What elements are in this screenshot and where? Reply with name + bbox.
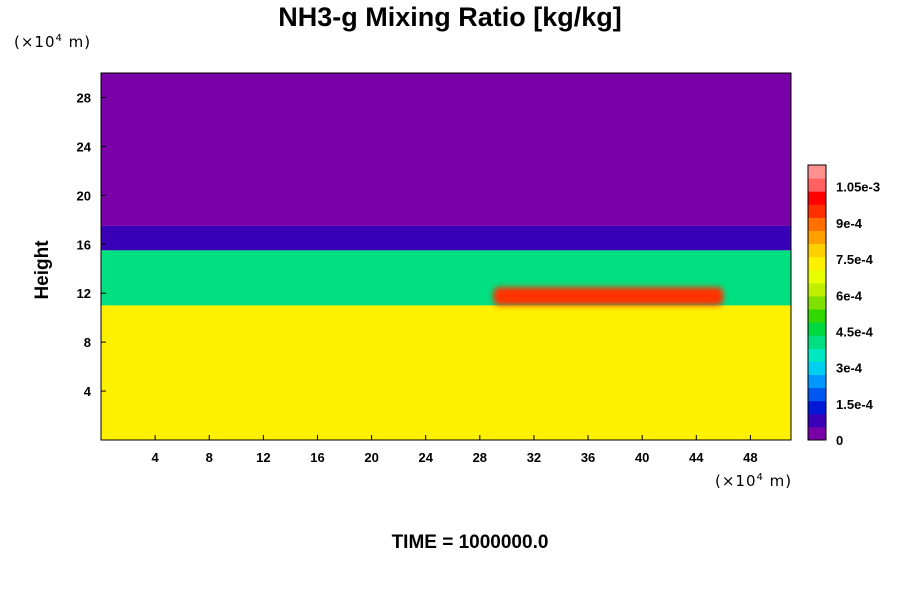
y-axis-ticks: 4 8 12 16 20 24 28 [77, 90, 106, 399]
y-tick-label: 4 [84, 384, 92, 399]
colorbar-segment [808, 348, 826, 362]
time-label: TIME = 1000000.0 [391, 532, 549, 553]
y-tick-label: 12 [77, 286, 91, 301]
chart-title: NH3-g Mixing Ratio [kg/kg] [278, 2, 622, 32]
colorbar-segment [808, 217, 826, 231]
x-tick-label: 36 [581, 450, 595, 465]
plot-frame [100, 72, 792, 441]
colorbar: 1.05e-3 9e-4 7.5e-4 6e-4 4.5e-4 3e-4 1.5e-4 0 [807, 164, 880, 448]
heatmap-region-2 [101, 225, 791, 251]
heatmap-region-1 [101, 73, 791, 226]
colorbar-segment [808, 243, 826, 258]
colorbar-segment [808, 295, 826, 310]
colorbar-segment [808, 361, 826, 376]
x-tick-label: 28 [473, 450, 487, 465]
x-tick-label: 16 [310, 450, 324, 465]
colorbar-segment [808, 256, 826, 271]
y-tick-label: 28 [77, 90, 91, 105]
colorbar-segment [808, 204, 826, 218]
colorbar-segment [808, 374, 826, 389]
colorbar-label: 9e-4 [836, 216, 863, 231]
y-tick-label: 16 [77, 237, 91, 252]
y-unit-label: (×104 m) [14, 33, 92, 51]
x-axis-ticks: 4 8 12 16 20 24 28 32 36 40 44 48 [152, 435, 758, 465]
colorbar-label: 7.5e-4 [836, 252, 874, 267]
y-tick-label: 8 [84, 335, 91, 350]
colorbar-segment [808, 230, 826, 245]
colorbar-segment [808, 165, 826, 179]
heatmap-region-4 [101, 305, 791, 440]
y-tick-label: 24 [77, 139, 92, 154]
colorbar-label: 1.5e-4 [836, 397, 874, 412]
x-tick-label: 44 [689, 450, 704, 465]
colorbar-segment [808, 269, 826, 284]
colorbar-segment [808, 309, 826, 323]
colorbar-label: 3e-4 [836, 361, 863, 376]
heatmap-field [101, 73, 791, 440]
colorbar-segment [808, 322, 826, 336]
x-tick-label: 48 [743, 450, 757, 465]
colorbar-segment [808, 191, 826, 205]
colorbar-label: 6e-4 [836, 288, 863, 303]
x-tick-label: 32 [527, 450, 541, 465]
x-tick-label: 4 [152, 450, 160, 465]
colorbar-frame [807, 164, 827, 441]
y-tick-label: 20 [77, 188, 91, 203]
x-tick-label: 20 [364, 450, 378, 465]
colorbar-segment [808, 282, 826, 297]
colorbar-segment [808, 426, 826, 441]
colorbar-label: 0 [836, 433, 843, 448]
x-tick-label: 40 [635, 450, 649, 465]
x-tick-label: 12 [256, 450, 270, 465]
colorbar-label: 4.5e-4 [836, 324, 874, 339]
x-tick-label: 24 [418, 450, 433, 465]
colorbar-segment [808, 178, 826, 192]
colorbar-segment [808, 335, 826, 349]
colorbar-segment [808, 400, 826, 415]
heatmap-region-5 [493, 287, 724, 306]
x-unit-label: (×104 m) [715, 472, 793, 490]
colorbar-label: 1.05e-3 [836, 180, 880, 195]
colorbar-segment [808, 413, 826, 428]
colorbar-segment [808, 387, 826, 402]
x-tick-label: 8 [206, 450, 213, 465]
